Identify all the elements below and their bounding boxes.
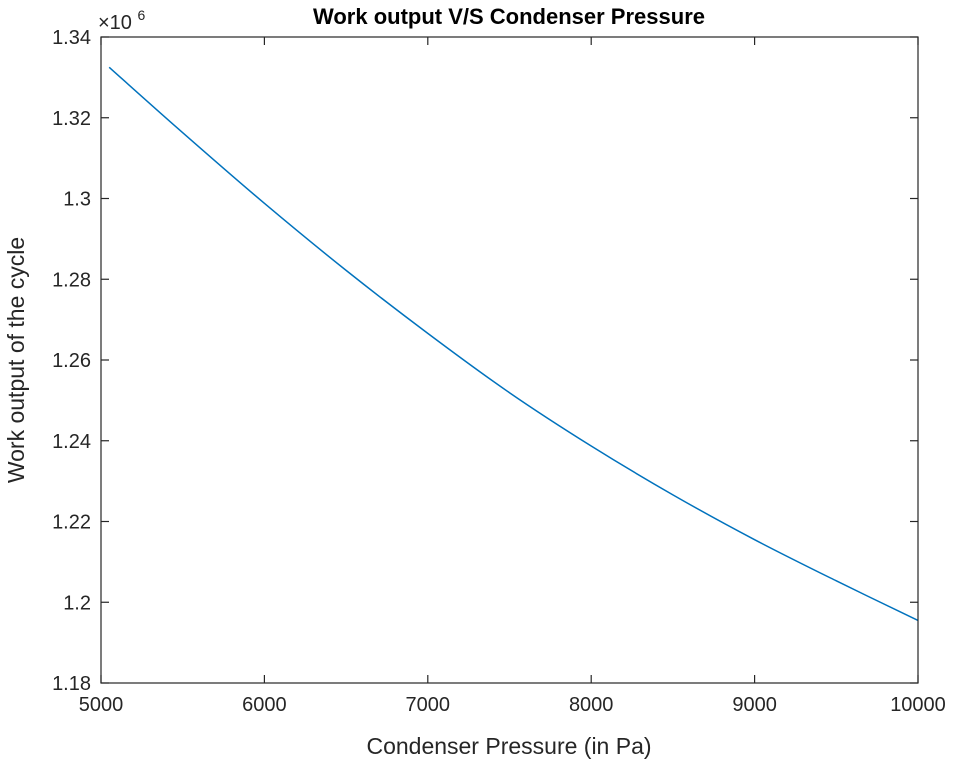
y-tick-label: 1.28: [52, 269, 91, 291]
y-tick-label: 1.34: [52, 27, 91, 49]
x-axis-ticks: 5000 6000 7000 8000 9000 10000: [79, 37, 946, 716]
x-tick-label: 5000: [79, 694, 124, 716]
x-tick-label: 9000: [732, 694, 777, 716]
series-line-work-output: [108, 66, 919, 622]
y-axis-exponent: ×10 6: [98, 7, 146, 34]
y-tick-label: 1.22: [52, 512, 91, 534]
y-tick-label: 1.32: [52, 108, 91, 130]
y-exponent-power: 6: [138, 7, 146, 23]
plot-background: [101, 37, 918, 683]
y-exponent-base: ×10: [98, 12, 132, 34]
x-tick-label: 10000: [890, 694, 946, 716]
series-group: [108, 66, 919, 622]
y-tick-label: 1.24: [52, 431, 91, 453]
x-tick-label: 7000: [406, 694, 451, 716]
y-axis-label: Work output of the cycle: [3, 237, 29, 483]
x-tick-label: 6000: [242, 694, 287, 716]
y-tick-label: 1.18: [52, 673, 91, 695]
y-tick-label: 1.26: [52, 350, 91, 372]
y-tick-label: 1.2: [63, 592, 91, 614]
plot-frame: [100, 36, 919, 684]
y-tick-label: 1.3: [63, 189, 91, 211]
x-axis-label: Condenser Pressure (in Pa): [366, 733, 651, 759]
chart-title: Work output V/S Condenser Pressure: [313, 4, 705, 29]
x-tick-label: 8000: [569, 694, 614, 716]
